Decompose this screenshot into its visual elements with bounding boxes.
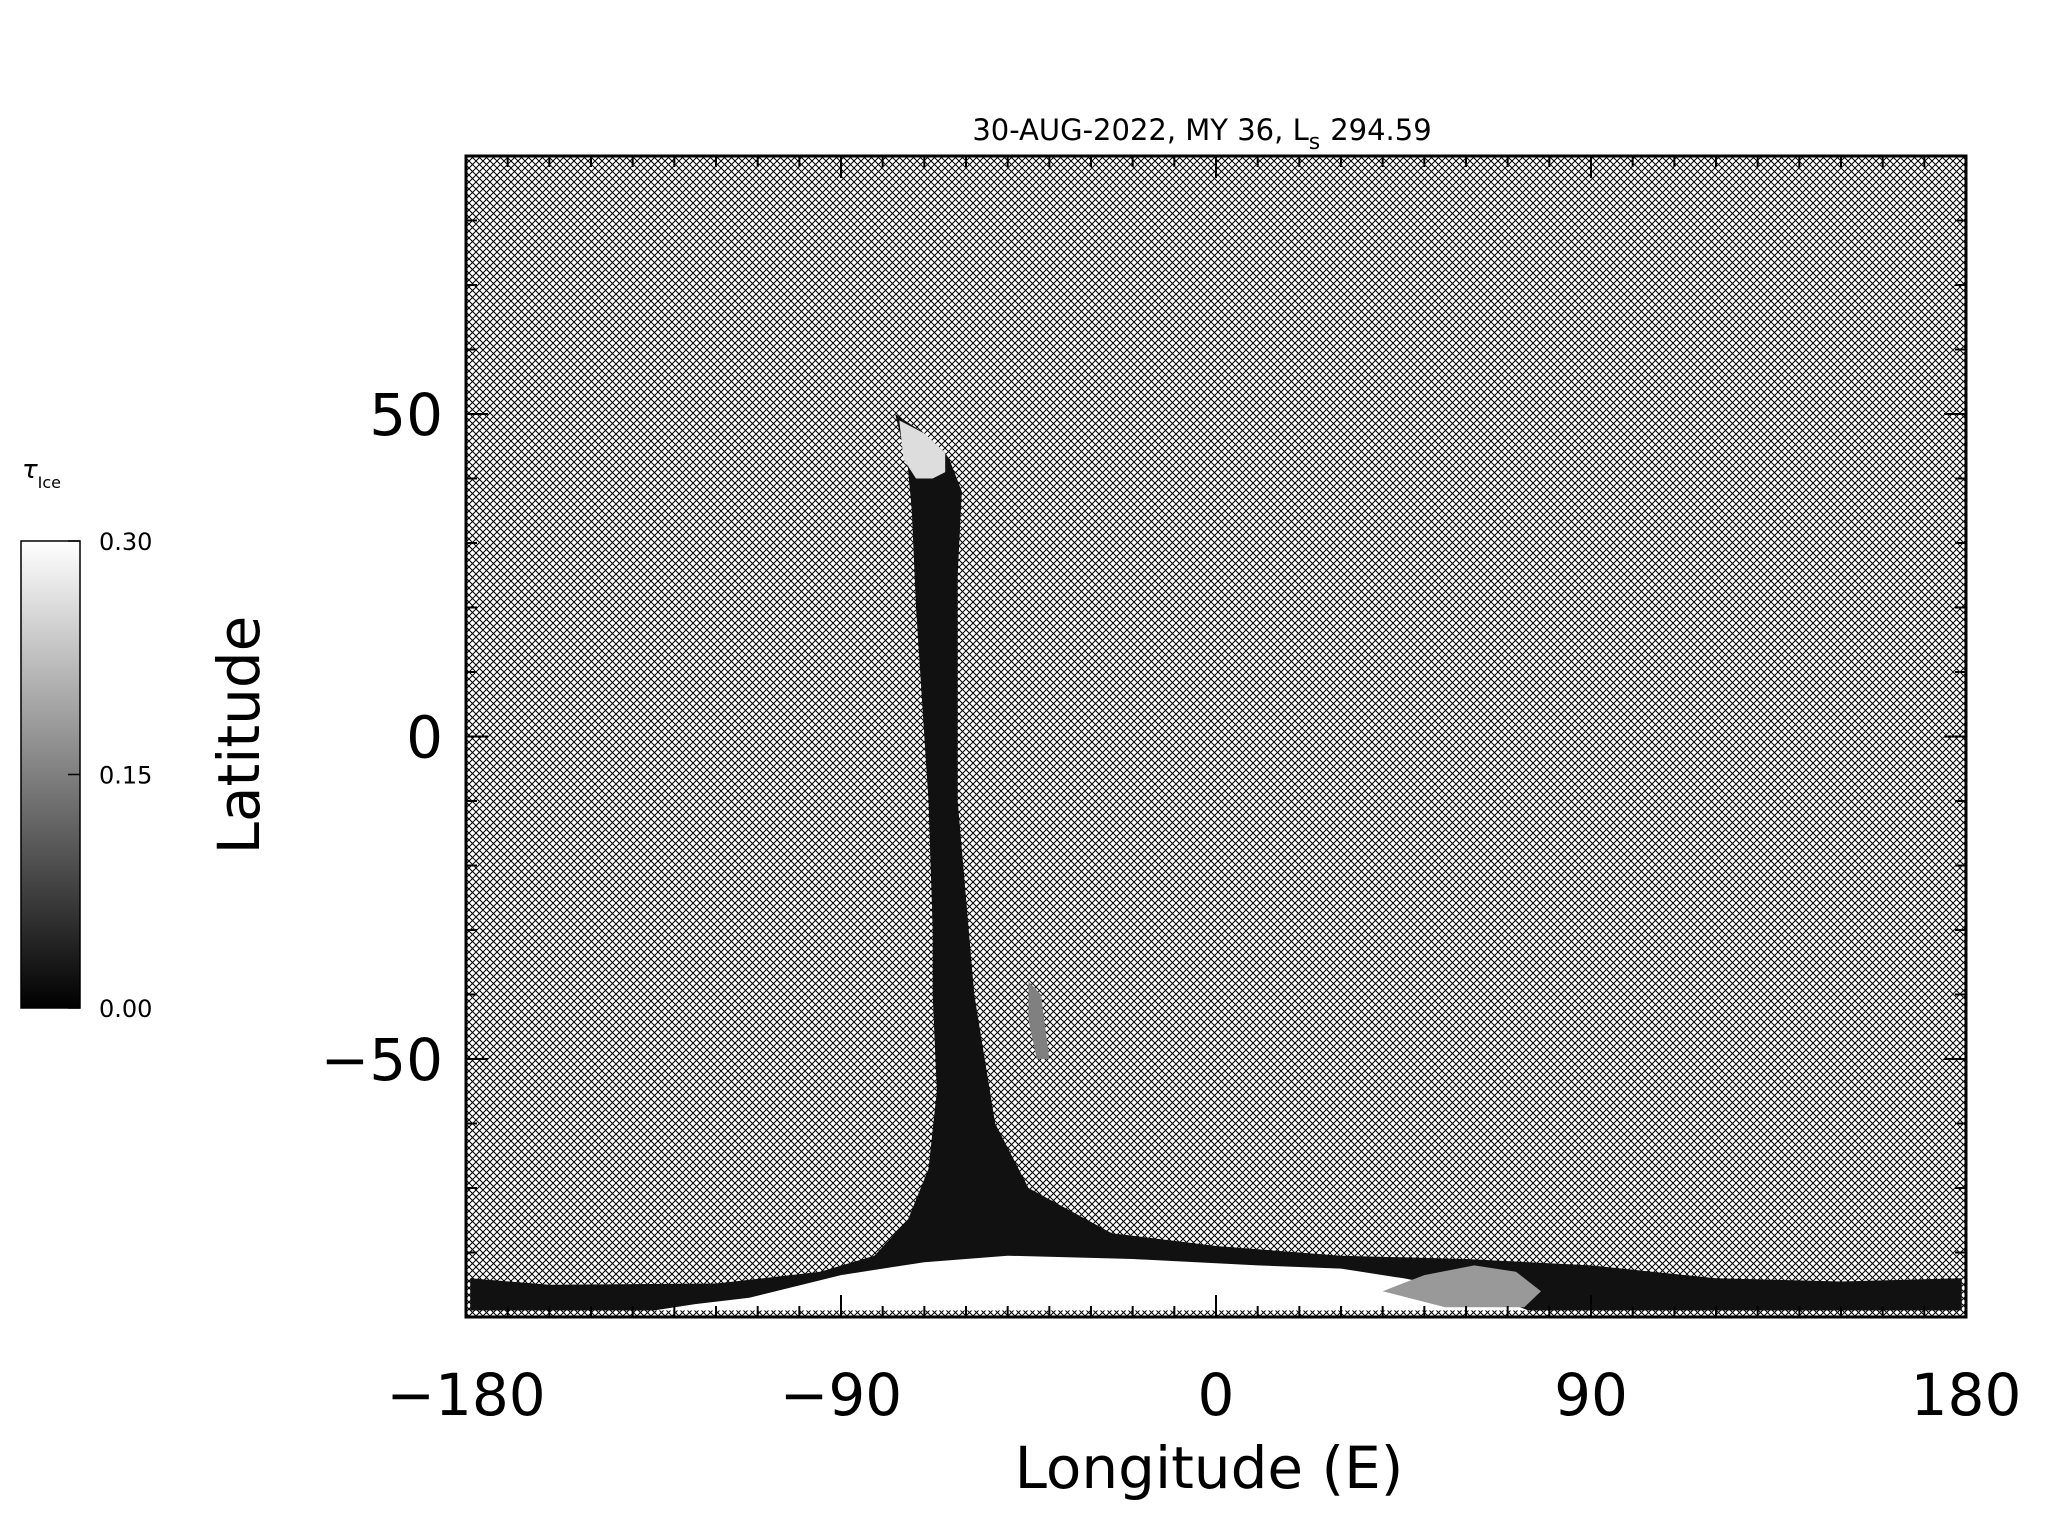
- data-regions: [470, 414, 1962, 1311]
- colorbar-tick-label: 0.00: [99, 995, 152, 1023]
- region-south-polar-bright-region: [653, 1255, 1529, 1311]
- x-tick-label: 90: [1554, 1361, 1628, 1429]
- colorbar-ticks: 0.00 0.15 0.30: [68, 528, 152, 1023]
- no-data-crosshatch-area: [466, 156, 1966, 1317]
- y-tick-label: 0: [406, 704, 443, 772]
- x-axis-label: Longitude (E): [1015, 1434, 1404, 1502]
- title-main: 30-AUG-2022, MY 36, L: [972, 113, 1308, 147]
- colorbar-label-symbol: τ: [22, 455, 38, 485]
- x-tick-labels: −180 −90 0 90 180: [386, 1361, 2021, 1429]
- colorbar-tick-label: 0.15: [99, 762, 152, 790]
- y-tick-labels: −50 0 50: [321, 381, 443, 1094]
- y-axis-label: Latitude: [205, 616, 273, 855]
- colorbar-tick-label: 0.30: [99, 528, 152, 556]
- x-tick-label: −180: [386, 1361, 545, 1429]
- colorbar-label-subscript: Ice: [38, 473, 61, 492]
- colorbar: τIce 0.00 0.15 0.30: [20, 455, 152, 1023]
- colorbar-label: τIce: [22, 455, 61, 492]
- region-north-tip-bright-cap: [899, 420, 946, 479]
- region-mid-swath-gap: [1028, 981, 1050, 1059]
- title-ls-value: 294.59: [1330, 113, 1431, 147]
- region-south-polar-streaked-region: [1382, 1265, 1541, 1308]
- chart-title: 30-AUG-2022, MY 36, Ls 294.59: [972, 113, 1431, 155]
- title-subscript: s: [1309, 130, 1320, 155]
- x-tick-label: 180: [1911, 1361, 2022, 1429]
- y-tick-label: 50: [369, 381, 443, 449]
- x-tick-label: 0: [1198, 1361, 1235, 1429]
- x-tick-label: −90: [780, 1361, 902, 1429]
- y-tick-label: −50: [321, 1026, 443, 1094]
- axis-ticks: [466, 156, 1966, 1317]
